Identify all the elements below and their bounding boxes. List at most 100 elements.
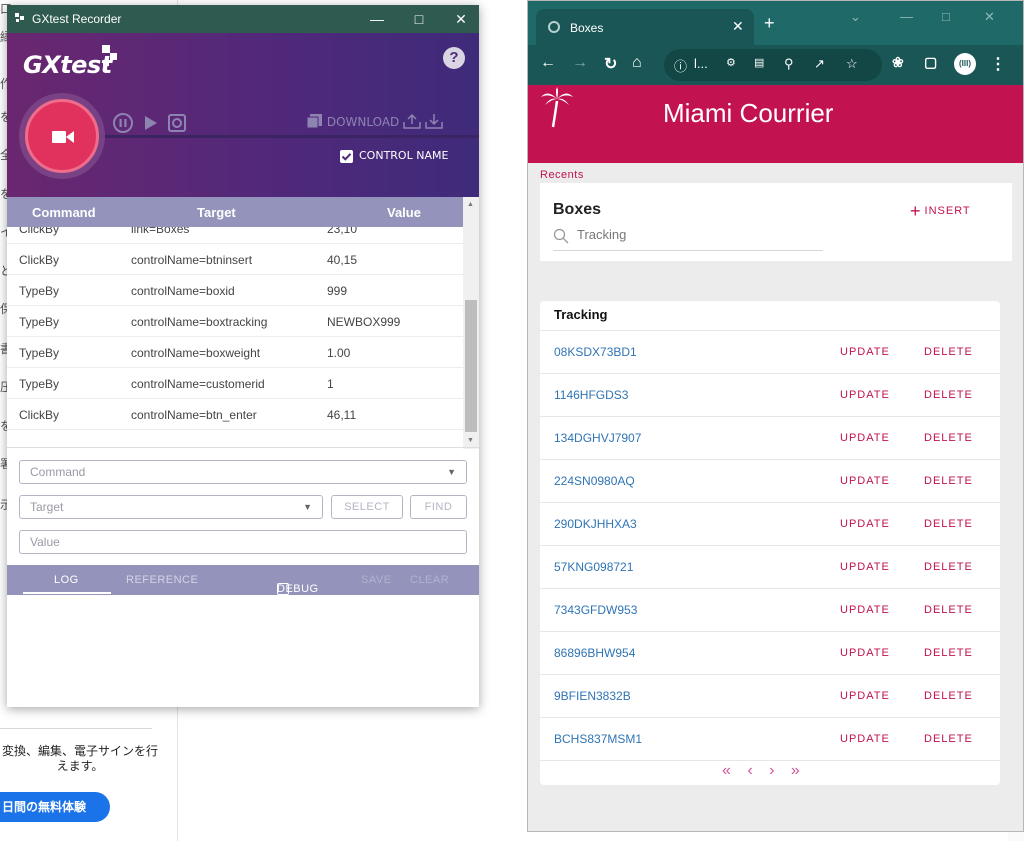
last-page-icon[interactable]: » [790,762,800,779]
update-button[interactable]: UPDATE [840,647,890,659]
clear-button[interactable]: CLEAR [410,574,450,586]
minimize-icon[interactable]: — [900,9,913,24]
tab-log[interactable]: LOG [54,574,79,586]
extensions-icon[interactable]: ❀ [892,54,904,70]
tracking-link[interactable]: 134DGHVJ7907 [554,431,642,445]
tracking-link[interactable]: 9BFIEN3832B [554,689,631,703]
table-row[interactable]: TypeBy controlName=boxtracking NEWBOX999 [7,306,463,337]
tracking-link[interactable]: 1146HFGDS3 [554,388,629,402]
translate-icon[interactable]: ▤ [754,57,765,69]
find-button[interactable]: FIND [410,495,467,519]
commands-scrollbar[interactable]: ▲ ▼ [463,197,479,449]
table-row[interactable]: ClickBy controlName=btn_enter 46,11 [7,399,463,430]
list-item: 134DGHVJ7907 UPDATE DELETE [540,417,1000,460]
update-button[interactable]: UPDATE [840,432,890,444]
column-header-target[interactable]: Target [197,205,236,220]
update-button[interactable]: UPDATE [840,518,890,530]
tracking-link[interactable]: 290DKJHHXA3 [554,517,637,531]
table-row[interactable]: ClickBy link=Boxes 23,10 [7,227,463,244]
tab-search-icon[interactable]: ⌄ [850,9,861,24]
table-row[interactable]: TypeBy controlName=boxweight 1.00 [7,337,463,368]
insert-button[interactable]: + INSERT [910,201,971,221]
target-select[interactable]: Target ▼ [19,495,323,519]
chevron-down-icon: ▼ [447,467,456,477]
update-button[interactable]: UPDATE [840,690,890,702]
delete-button[interactable]: DELETE [924,733,973,745]
delete-button[interactable]: DELETE [924,561,973,573]
tracking-link[interactable]: 224SN0980AQ [554,474,635,488]
free-trial-button[interactable]: 日間の無料体験 [0,792,110,822]
tracking-search-input[interactable]: Tracking [553,225,823,251]
download-icon[interactable] [425,113,443,129]
tracking-link[interactable]: 86896BHW954 [554,646,636,660]
next-page-icon[interactable]: › [769,762,775,779]
key-icon[interactable]: ⚙ [726,57,736,69]
upload-icon[interactable] [403,113,421,129]
control-name-checkbox[interactable]: CONTROL NAME [340,149,448,163]
column-header-command[interactable]: Command [32,205,96,220]
tracking-link[interactable]: BCHS837MSM1 [554,732,643,746]
reload-icon[interactable]: ↻ [604,56,618,73]
tab-reference[interactable]: REFERENCE [126,574,199,586]
copy-icon[interactable] [306,114,323,129]
column-header-value[interactable]: Value [387,205,421,220]
new-tab-icon[interactable]: + [764,13,775,33]
delete-button[interactable]: DELETE [924,475,973,487]
close-tab-icon[interactable]: ✕ [732,18,744,34]
browser-toolbar: ← → ↻ ⌂ ⓘ l... ⚙ ▤ ⚲ ↗ ☆ ❀ ▢ (III) ⋮ [528,45,1023,85]
scroll-down-icon[interactable]: ▼ [467,437,474,444]
update-button[interactable]: UPDATE [840,733,890,745]
download-button[interactable]: DOWNLOAD [326,115,400,129]
record-button[interactable] [19,93,105,179]
side-panel-icon[interactable]: ▢ [924,54,938,70]
delete-button[interactable]: DELETE [924,604,973,616]
previous-page-icon[interactable]: ‹ [747,762,753,779]
close-icon[interactable]: ✕ [455,11,467,27]
command-select[interactable]: Command ▼ [19,460,467,484]
delete-button[interactable]: DELETE [924,346,973,358]
update-button[interactable]: UPDATE [840,604,890,616]
scrollbar-thumb[interactable] [465,300,477,432]
select-button[interactable]: SELECT [331,495,403,519]
maximize-icon[interactable]: □ [942,9,950,24]
tab-boxes[interactable]: Boxes ✕ [536,9,754,45]
table-row[interactable]: ClickBy controlName=btninsert 40,15 [7,244,463,275]
bookmark-star-icon[interactable]: ☆ [846,56,858,71]
table-row[interactable]: TypeBy controlName=boxid 999 [7,275,463,306]
recents-link[interactable]: Recents [540,169,584,181]
pause-icon[interactable] [113,113,133,133]
delete-button[interactable]: DELETE [924,518,973,530]
value-input[interactable]: Value [19,530,467,554]
help-icon[interactable]: ? [443,47,465,69]
close-icon[interactable]: ✕ [984,9,995,24]
screenshot-icon[interactable] [168,114,186,132]
tracking-link[interactable]: 08KSDX73BD1 [554,345,637,359]
minimize-icon[interactable]: — [370,11,384,27]
tracking-link[interactable]: 57KNG098721 [554,560,634,574]
home-icon[interactable]: ⌂ [632,54,642,71]
save-button[interactable]: SAVE [361,574,392,586]
delete-button[interactable]: DELETE [924,389,973,401]
table-row[interactable]: TypeBy controlName=customerid 1 [7,368,463,399]
update-button[interactable]: UPDATE [840,475,890,487]
delete-button[interactable]: DELETE [924,690,973,702]
profile-avatar[interactable]: (III) [954,53,976,75]
target-placeholder: Target [30,500,64,514]
forward-icon[interactable]: → [572,54,588,71]
scroll-up-icon[interactable]: ▲ [467,201,474,208]
maximize-icon[interactable]: □ [414,11,424,27]
share-icon[interactable]: ↗ [814,56,825,71]
play-icon[interactable] [145,116,157,130]
update-button[interactable]: UPDATE [840,561,890,573]
update-button[interactable]: UPDATE [840,389,890,401]
address-bar[interactable]: ⓘ l... ⚙ ▤ ⚲ ↗ ☆ [664,49,882,81]
tracking-link[interactable]: 7343GFDW953 [554,603,638,617]
zoom-icon[interactable]: ⚲ [784,56,794,71]
info-icon[interactable]: ⓘ [674,59,688,74]
back-icon[interactable]: ← [540,54,556,71]
update-button[interactable]: UPDATE [840,346,890,358]
more-menu-icon[interactable]: ⋮ [990,56,1006,73]
delete-button[interactable]: DELETE [924,432,973,444]
delete-button[interactable]: DELETE [924,647,973,659]
first-page-icon[interactable]: « [722,762,731,779]
